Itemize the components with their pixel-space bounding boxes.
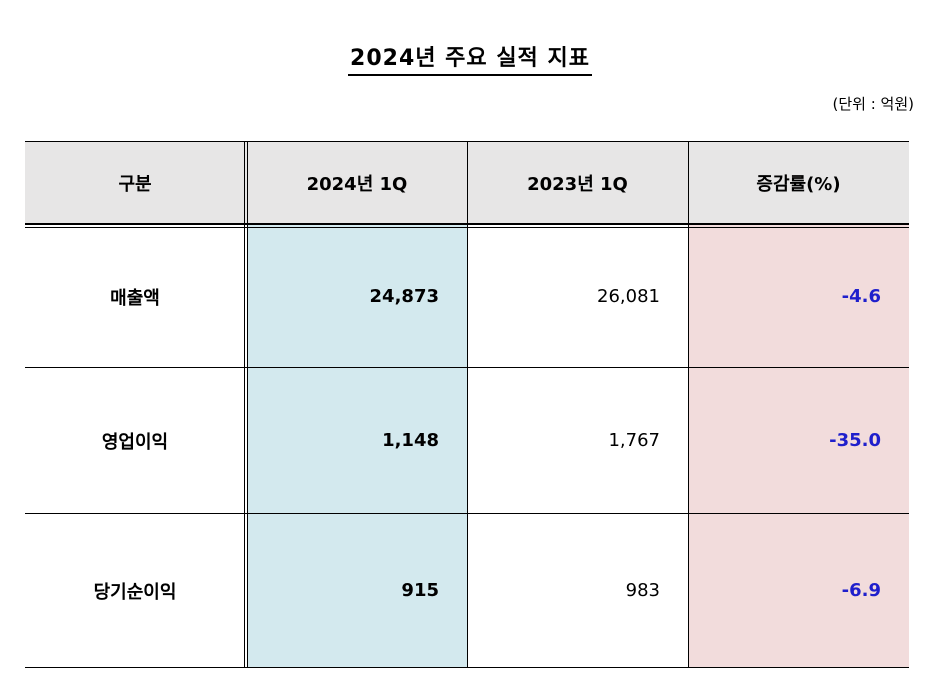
value-2024-q1: 1,148 <box>382 430 439 451</box>
q1-2024-column-bg <box>248 225 467 667</box>
row-label: 영업이익 <box>101 431 169 453</box>
value-2024-q1: 24,873 <box>369 286 439 307</box>
col-divider <box>247 141 248 668</box>
page-title: 2024년 주요 실적 지표 <box>0 40 940 76</box>
header-2024-q1: 2024년 1Q <box>306 174 408 195</box>
header-change-pct: 증감률(%) <box>756 174 841 195</box>
value-change-pct: -6.9 <box>841 580 881 601</box>
header-2023-q1: 2023년 1Q <box>527 174 628 195</box>
change-column-bg <box>688 225 909 667</box>
row-label: 당기순이익 <box>93 581 177 603</box>
unit-note: (단위 : 억원) <box>832 95 915 113</box>
col-divider <box>467 141 468 668</box>
value-change-pct: -35.0 <box>829 430 881 451</box>
row-label: 매출액 <box>110 287 160 309</box>
value-change-pct: -4.6 <box>841 286 881 307</box>
title-text: 2024년 주요 실적 지표 <box>348 46 592 76</box>
value-2023-q1: 1,767 <box>608 430 660 451</box>
value-2023-q1: 983 <box>625 580 660 601</box>
col-divider <box>688 141 689 668</box>
col-divider <box>244 141 245 668</box>
value-2023-q1: 26,081 <box>597 286 660 307</box>
header-category: 구분 <box>118 174 152 195</box>
value-2024-q1: 915 <box>401 580 439 601</box>
